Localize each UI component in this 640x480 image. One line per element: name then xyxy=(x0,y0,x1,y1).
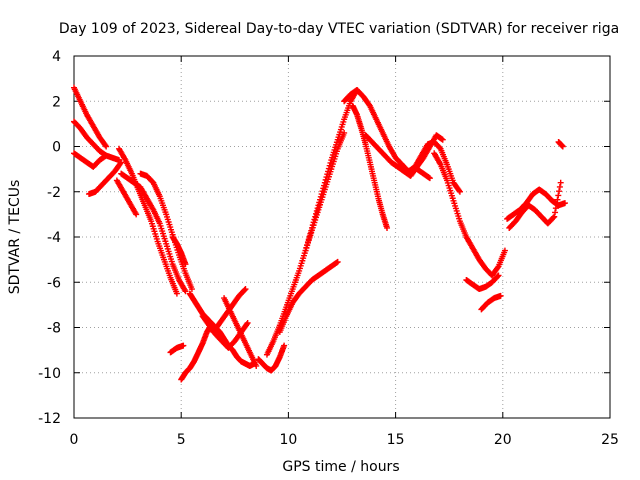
data-point xyxy=(556,188,563,195)
data-series xyxy=(463,272,502,293)
x-tick-label: 25 xyxy=(601,432,619,448)
data-series xyxy=(167,342,187,356)
data-point xyxy=(557,179,564,186)
data-point xyxy=(552,205,559,212)
x-axis-label: GPS time / hours xyxy=(282,459,399,475)
data-series xyxy=(555,138,566,150)
data-series xyxy=(276,258,341,336)
data-series xyxy=(341,86,463,195)
data-point xyxy=(561,200,568,207)
x-tick-label: 10 xyxy=(279,432,297,448)
data-points xyxy=(71,84,568,383)
data-series xyxy=(71,150,110,170)
x-tick-label: 0 xyxy=(70,432,79,448)
data-series xyxy=(118,170,189,295)
y-tick-label: -8 xyxy=(47,321,61,337)
data-point xyxy=(553,200,560,207)
y-tick-label: -4 xyxy=(47,230,61,246)
data-point xyxy=(173,290,180,297)
data-point xyxy=(244,319,251,326)
data-point xyxy=(188,286,195,293)
data-point xyxy=(253,362,260,369)
data-point xyxy=(559,143,566,150)
data-point xyxy=(281,342,288,349)
data-point xyxy=(384,224,391,231)
data-point xyxy=(133,211,140,218)
data-series xyxy=(506,179,564,231)
data-series xyxy=(431,150,508,279)
x-tick-label: 15 xyxy=(387,432,405,448)
data-point xyxy=(182,261,189,268)
data-point xyxy=(494,264,501,271)
data-point xyxy=(494,273,501,280)
data-point xyxy=(243,321,250,328)
data-point xyxy=(102,142,109,149)
data-series xyxy=(414,166,433,182)
y-tick-label: -10 xyxy=(38,366,61,382)
data-point xyxy=(103,143,110,150)
data-series xyxy=(302,129,348,254)
data-point xyxy=(117,160,124,167)
y-tick-label: -6 xyxy=(47,275,61,291)
axis-ticks: 0 5 10 15 20 25 -12 -10 -8 -6 -4 -2 0 2 4 xyxy=(38,49,619,448)
data-series xyxy=(255,342,288,374)
data-series xyxy=(362,132,446,179)
y-tick-label: -12 xyxy=(38,411,61,427)
data-point xyxy=(554,196,561,203)
data-point xyxy=(182,288,189,295)
data-point xyxy=(501,247,508,254)
data-series xyxy=(116,145,180,297)
data-series xyxy=(210,286,249,336)
y-tick-label: 2 xyxy=(52,94,61,110)
data-series xyxy=(71,118,123,164)
data-point xyxy=(426,175,433,182)
data-point xyxy=(550,214,557,221)
data-series xyxy=(113,177,140,218)
data-point xyxy=(552,209,559,216)
data-series xyxy=(221,295,260,369)
data-point xyxy=(456,187,463,194)
data-point xyxy=(556,183,563,190)
data-series xyxy=(86,159,125,198)
data-series xyxy=(478,292,504,313)
data-point xyxy=(118,159,125,166)
data-series xyxy=(349,102,391,231)
y-tick-label: 4 xyxy=(52,49,61,65)
data-series xyxy=(178,322,215,383)
data-point xyxy=(456,188,463,195)
data-point xyxy=(551,213,558,220)
data-point xyxy=(555,192,562,199)
x-tick-label: 20 xyxy=(494,432,512,448)
data-point xyxy=(334,258,341,265)
data-series xyxy=(169,234,189,268)
data-point xyxy=(495,272,502,279)
data-series xyxy=(71,84,110,150)
data-point xyxy=(439,136,446,143)
data-point xyxy=(497,292,504,299)
data-point xyxy=(180,342,187,349)
chart-title: Day 109 of 2023, Sidereal Day-to-day VTE… xyxy=(59,21,619,37)
x-tick-label: 5 xyxy=(177,432,186,448)
y-tick-label: 0 xyxy=(52,140,61,156)
data-point xyxy=(341,129,348,136)
data-point xyxy=(103,152,110,159)
y-axis-label: SDTVAR / TECUs xyxy=(7,180,23,295)
y-tick-label: -2 xyxy=(47,185,61,201)
data-point xyxy=(242,286,249,293)
data-point xyxy=(241,286,248,293)
